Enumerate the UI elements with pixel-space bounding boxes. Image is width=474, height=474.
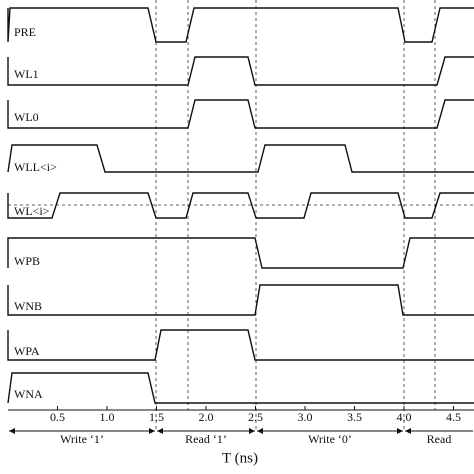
tick-label: 4.0 (397, 410, 412, 424)
tick-label: 1.0 (100, 410, 115, 424)
waveform (7, 99, 474, 129)
signal-label: WPB (14, 254, 40, 268)
waveform (7, 284, 474, 316)
tick-label: 4.5 (446, 410, 461, 424)
signal-label: WL<i> (14, 204, 50, 218)
phase-label: Read ‘1’ (185, 432, 227, 446)
waveform (7, 56, 474, 86)
signal-label: WNB (14, 299, 42, 313)
axis-label: T (ns) (222, 450, 258, 466)
waveform (7, 237, 474, 269)
phase-label: Write ‘0’ (308, 432, 352, 446)
signal-label: WNA (14, 387, 43, 401)
tick-label: 3.5 (347, 410, 362, 424)
signal-label: PRE (14, 25, 36, 39)
tick-label: 0.5 (50, 410, 65, 424)
signal-label: WLL<i> (14, 160, 57, 174)
label-bg (58, 433, 106, 446)
waveform (7, 372, 474, 404)
waveform (7, 144, 474, 173)
signal-label: WL1 (14, 67, 39, 81)
waveform (7, 7, 474, 43)
tick-label: 3.0 (298, 410, 313, 424)
waveforms (7, 7, 474, 404)
tick-label: 1.5 (149, 410, 164, 424)
guides (8, 0, 474, 430)
label-bg (306, 433, 354, 446)
label-bg (183, 433, 229, 446)
tick-label: 2.5 (248, 410, 263, 424)
phase-label: Read (427, 432, 452, 446)
label-bg (424, 433, 454, 446)
waveform (7, 329, 474, 361)
signal-label: WL0 (14, 110, 39, 124)
waveform (7, 192, 474, 219)
signal-label: WPA (14, 344, 40, 358)
phase-label: Write ‘1’ (60, 432, 104, 446)
tick-label: 2.0 (199, 410, 214, 424)
